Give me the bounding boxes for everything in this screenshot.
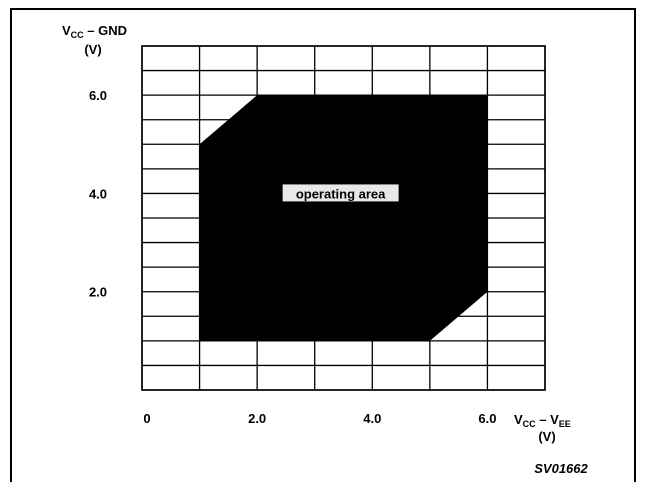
- x-tick-label: 0: [143, 411, 150, 426]
- x-axis-unit: (V): [538, 429, 555, 444]
- plot-border-rect: [141, 45, 546, 391]
- x-tick-label: 2.0: [248, 411, 266, 426]
- y-tick-label: 2.0: [89, 285, 107, 300]
- y-tick-label: 6.0: [89, 88, 107, 103]
- y-axis-title: VCC – GND: [62, 23, 127, 40]
- operating-area-region: [199, 95, 488, 341]
- plot-border: [141, 45, 546, 391]
- y-axis-unit: (V): [84, 42, 101, 57]
- x-tick-label: 6.0: [478, 411, 496, 426]
- y-tick-labels: 2.0 4.0 6.0: [89, 88, 107, 300]
- x-tick-label: 4.0: [363, 411, 381, 426]
- figure-code: SV01662: [534, 461, 588, 476]
- x-tick-labels: 0 2.0 4.0 6.0: [143, 411, 496, 426]
- x-axis-title: VCC – VEE: [514, 412, 571, 429]
- operating-area-label-bg: [282, 184, 399, 202]
- operating-area-label: operating area: [296, 186, 386, 201]
- y-tick-label: 4.0: [89, 186, 107, 201]
- figure-frame: [10, 8, 636, 482]
